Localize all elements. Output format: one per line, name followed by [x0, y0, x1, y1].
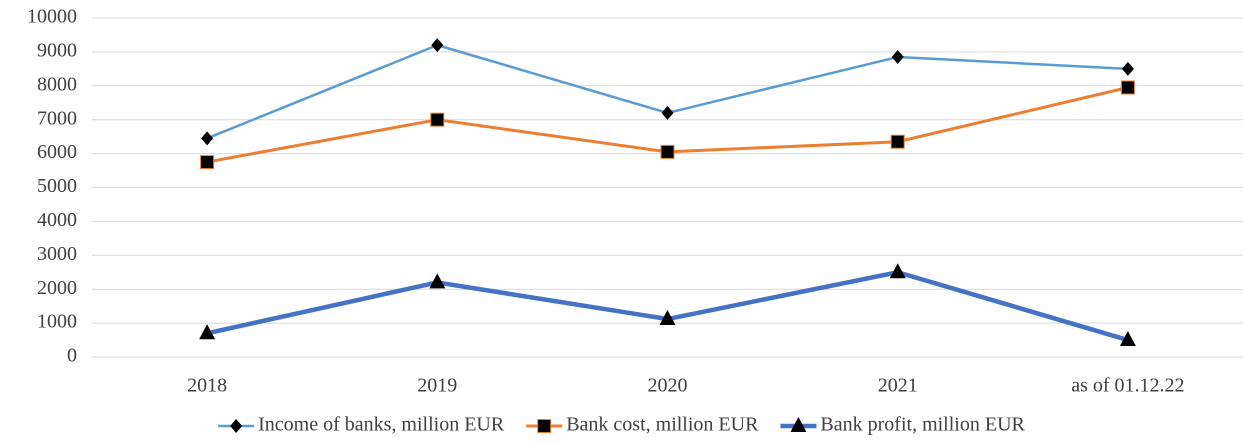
y-tick-label: 10000	[27, 6, 77, 28]
marker	[429, 273, 446, 289]
y-tick-label: 8000	[37, 73, 77, 95]
marker	[431, 38, 444, 53]
y-tick-label: 7000	[37, 107, 77, 129]
marker	[890, 134, 905, 149]
legend-label: Bank profit, million EUR	[820, 414, 1025, 436]
marker	[889, 263, 906, 279]
x-tick-label: 2021	[878, 375, 918, 397]
legend-marker	[230, 419, 243, 433]
marker	[660, 144, 675, 159]
legend-label: Income of banks, million EUR	[258, 414, 505, 436]
y-tick-label: 4000	[37, 209, 77, 231]
y-tick-label: 9000	[37, 39, 77, 61]
series-line	[206, 270, 1129, 343]
marker	[1121, 61, 1134, 76]
marker	[1119, 331, 1136, 347]
y-tick-label: 1000	[37, 311, 77, 333]
y-tick-label: 3000	[37, 243, 77, 265]
marker	[1120, 80, 1135, 95]
legend-label: Bank cost, million EUR	[566, 414, 759, 436]
y-tick-label: 2000	[37, 277, 77, 299]
marker	[661, 105, 674, 120]
marker	[659, 310, 676, 326]
marker	[891, 49, 904, 64]
x-tick-label: 2018	[187, 375, 227, 397]
x-tick-label: 2020	[648, 375, 688, 397]
x-tick-label: as of 01.12.22	[1071, 375, 1184, 397]
marker	[200, 155, 215, 170]
y-tick-label: 5000	[37, 175, 77, 197]
marker	[430, 112, 445, 127]
legend-marker	[790, 417, 807, 432]
marker	[201, 131, 214, 146]
x-tick-label: 2019	[417, 375, 457, 397]
marker	[199, 324, 216, 340]
series-line	[206, 43, 1128, 140]
y-tick-label: 0	[67, 345, 77, 367]
y-tick-label: 6000	[37, 141, 77, 163]
legend-marker	[537, 419, 552, 433]
